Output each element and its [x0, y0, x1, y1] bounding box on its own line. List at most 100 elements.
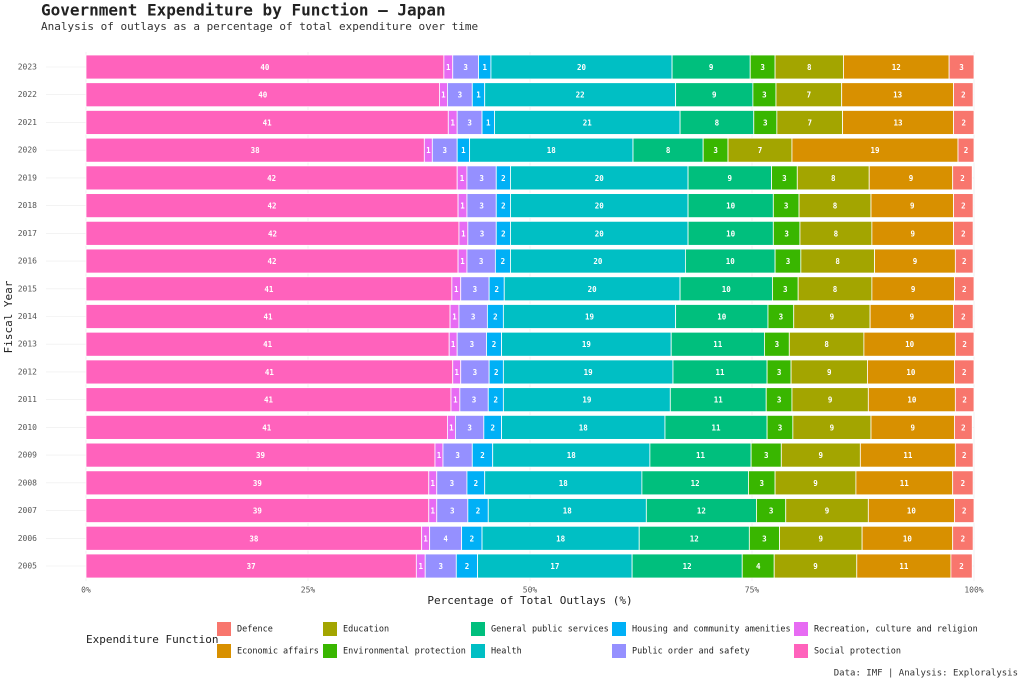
y-tick-label: 2015: [18, 284, 37, 293]
bar-segment: [85, 442, 436, 468]
value-label: 10: [903, 534, 913, 543]
value-label: 3: [473, 368, 478, 377]
value-label: 8: [834, 229, 839, 238]
value-label: 20: [577, 63, 587, 72]
bar-segment: [687, 193, 774, 219]
value-label: 2: [964, 146, 969, 155]
value-label: 3: [779, 313, 784, 322]
value-label: 1: [460, 257, 465, 266]
bar-segment: [649, 442, 752, 468]
value-label: 11: [716, 368, 726, 377]
y-tick-label: 2017: [18, 229, 37, 238]
value-label: 38: [251, 146, 261, 155]
value-label: 3: [479, 174, 484, 183]
value-label: 2: [470, 534, 475, 543]
value-label: 2: [474, 479, 479, 488]
value-label: 2: [501, 229, 506, 238]
value-label: 42: [268, 257, 277, 266]
bar-segment: [510, 193, 689, 219]
value-label: 8: [807, 63, 812, 72]
value-label: 10: [726, 229, 736, 238]
value-label: 18: [579, 423, 589, 432]
value-label: 19: [584, 368, 594, 377]
bar-segment: [856, 553, 952, 579]
caption: Data: IMF | Analysis: Exploralysis: [834, 669, 1018, 679]
value-label: 19: [585, 313, 595, 322]
value-label: 8: [831, 174, 836, 183]
value-label: 1: [461, 229, 466, 238]
value-label: 3: [959, 63, 964, 72]
value-label: 1: [419, 562, 424, 571]
value-label: 3: [479, 257, 484, 266]
bar-segment: [797, 276, 873, 302]
bar-segment: [85, 165, 458, 191]
x-tick-label: 0%: [81, 586, 91, 595]
bar-segment: [774, 54, 844, 80]
bar-segment: [954, 359, 975, 385]
value-label: 2: [476, 507, 481, 516]
y-tick-label: 2012: [18, 367, 37, 376]
value-label: 37: [247, 562, 256, 571]
legend-swatch: [794, 622, 808, 636]
value-label: 9: [709, 63, 714, 72]
value-label: 9: [910, 313, 915, 322]
bar-segment: [790, 359, 868, 385]
value-label: 2: [962, 396, 967, 405]
value-label: 42: [268, 229, 277, 238]
bar-segment: [948, 54, 975, 80]
legend-swatch: [471, 644, 485, 658]
y-tick-label: 2009: [18, 451, 37, 460]
bar-segment: [85, 248, 459, 274]
value-label: 2: [962, 507, 967, 516]
value-label: 12: [691, 479, 700, 488]
value-label: 2: [494, 396, 499, 405]
x-tick-label: 75%: [745, 586, 760, 595]
bar-segment: [953, 220, 974, 246]
bar-segment: [773, 553, 858, 579]
value-label: 7: [807, 118, 812, 127]
value-label: 41: [263, 118, 273, 127]
bar-segment: [429, 525, 463, 551]
bar-segment: [510, 165, 689, 191]
value-label: 1: [476, 91, 481, 100]
value-label: 42: [268, 202, 277, 211]
value-label: 1: [460, 174, 465, 183]
value-label: 10: [726, 202, 736, 211]
y-tick-label: 2007: [18, 506, 37, 515]
bar-segment: [953, 304, 974, 329]
bar-segment: [957, 137, 975, 163]
value-label: 1: [486, 118, 491, 127]
value-label: 12: [683, 562, 692, 571]
legend-label: Defence: [237, 625, 273, 635]
value-label: 42: [267, 174, 276, 183]
value-label: 20: [595, 229, 605, 238]
y-tick-label: 2022: [18, 90, 37, 99]
value-label: 3: [458, 91, 463, 100]
value-label: 41: [264, 285, 274, 294]
value-label: 20: [593, 257, 603, 266]
bar-segment: [685, 248, 776, 274]
value-label: 18: [567, 451, 577, 460]
value-label: 1: [452, 313, 457, 322]
value-label: 1: [460, 202, 465, 211]
value-label: 1: [431, 507, 436, 516]
bar-segment: [638, 525, 750, 551]
bar-segment: [85, 54, 445, 80]
bar-segment: [772, 276, 799, 302]
value-label: 19: [582, 340, 592, 349]
value-label: 8: [715, 118, 720, 127]
bar-segment: [776, 110, 843, 135]
value-label: 39: [253, 507, 263, 516]
bar-segment: [664, 414, 768, 440]
bar-segment: [954, 387, 975, 413]
bar-segment: [679, 110, 755, 135]
bar-segment: [436, 498, 469, 523]
value-label: 9: [910, 229, 915, 238]
bar-segment: [792, 414, 872, 440]
value-label: 2: [959, 562, 964, 571]
y-tick-label: 2013: [18, 340, 37, 349]
value-label: 12: [690, 534, 699, 543]
bar-segment: [675, 304, 769, 329]
value-label: 3: [769, 507, 774, 516]
